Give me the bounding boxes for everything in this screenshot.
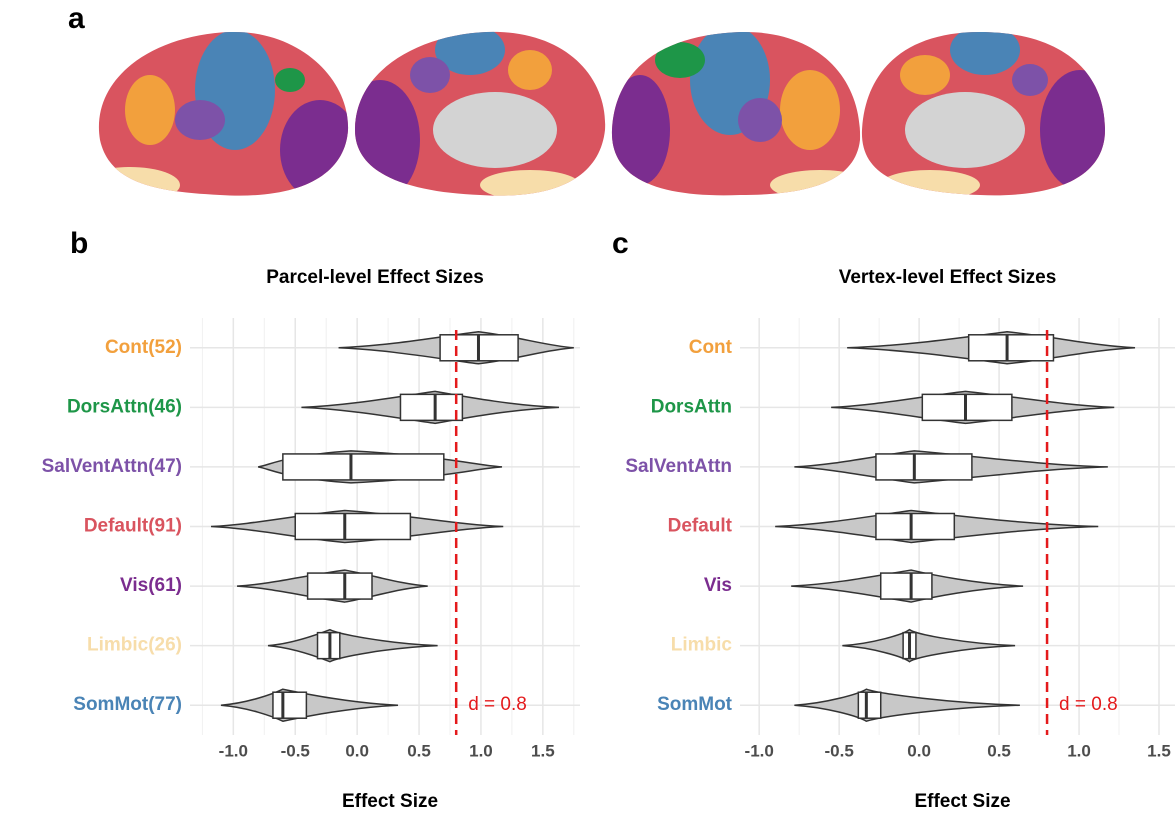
- category-label: SalVentAttn(47): [42, 456, 182, 477]
- category-label: Vis(61): [120, 575, 182, 596]
- brain-medial-right: [861, 32, 1105, 196]
- reference-label: d = 0.8: [468, 694, 527, 715]
- category-label: Limbic(26): [87, 635, 182, 656]
- category-label: DorsAttn: [651, 396, 732, 417]
- panel-label: c: [612, 227, 629, 260]
- box: [875, 512, 956, 541]
- box: [282, 453, 445, 481]
- x-axis-label: Effect Size: [914, 791, 1010, 812]
- category-label: SalVentAttn: [625, 456, 732, 477]
- box: [399, 393, 464, 422]
- x-tick-label: 1.5: [1147, 741, 1171, 760]
- box: [272, 691, 308, 719]
- x-tick-label: 0.5: [407, 741, 431, 760]
- chart-title: Vertex-level Effect Sizes: [839, 267, 1057, 288]
- category-label: Default(91): [84, 516, 182, 537]
- reference-label: d = 0.8: [1059, 694, 1118, 715]
- box: [857, 691, 882, 719]
- panel-label: b: [70, 227, 88, 260]
- x-tick-label: 1.5: [531, 741, 555, 760]
- chart-title: Parcel-level Effect Sizes: [266, 267, 484, 288]
- x-tick-label: 0.0: [345, 741, 369, 760]
- box: [294, 512, 412, 541]
- box: [879, 572, 933, 600]
- x-tick-label: -1.0: [745, 741, 774, 760]
- box: [875, 453, 973, 481]
- box: [306, 572, 373, 600]
- violin: [842, 628, 1016, 663]
- x-tick-label: 0.0: [907, 741, 931, 760]
- box: [967, 334, 1055, 362]
- category-label: Limbic: [671, 635, 733, 656]
- panel-label: a: [68, 2, 85, 35]
- x-tick-label: -0.5: [825, 741, 854, 760]
- category-label: Vis: [704, 575, 732, 596]
- x-tick-label: 1.0: [469, 741, 493, 760]
- category-label: SomMot(77): [73, 694, 182, 715]
- x-axis-label: Effect Size: [342, 791, 438, 812]
- box: [921, 393, 1013, 422]
- category-label: SomMot: [657, 694, 733, 715]
- category-label: Cont(52): [105, 337, 182, 358]
- x-tick-label: -1.0: [219, 741, 248, 760]
- x-tick-label: 0.5: [987, 741, 1011, 760]
- category-label: Cont: [689, 337, 733, 358]
- x-tick-label: 1.0: [1067, 741, 1091, 760]
- x-tick-label: -0.5: [281, 741, 310, 760]
- category-label: Default: [668, 516, 733, 537]
- category-label: DorsAttn(46): [67, 396, 182, 417]
